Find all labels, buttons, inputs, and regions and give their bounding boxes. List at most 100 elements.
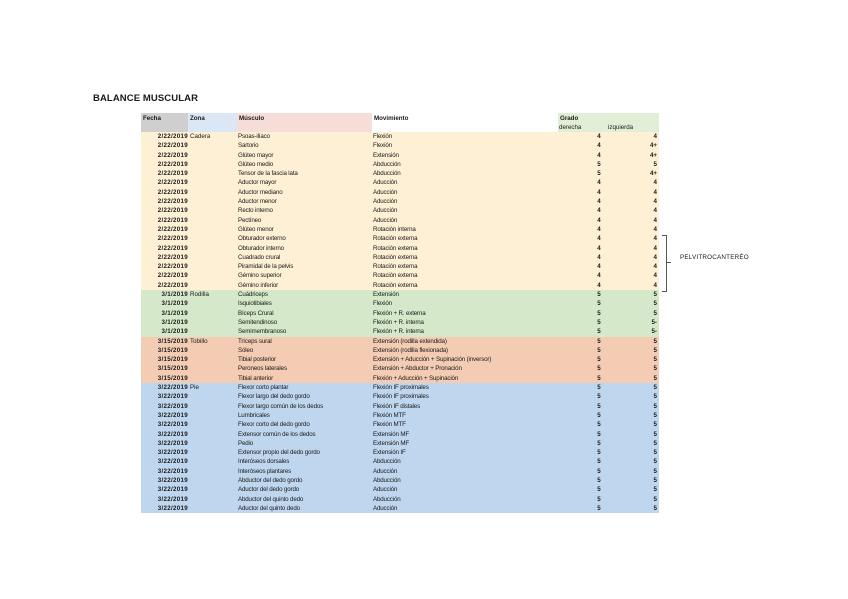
cell-fecha: 3/1/2019 <box>161 309 188 317</box>
cell-musculo: Interóseos plantares <box>238 467 292 475</box>
cell-zona: Cadera <box>190 133 211 140</box>
cell-fecha: 2/22/2019 <box>157 179 188 187</box>
cell-izquierda: 5 <box>653 346 657 354</box>
cell-izquierda: 5 <box>653 356 657 364</box>
cell-musculo: Pectíneo <box>238 216 262 224</box>
header-derecha: derecha <box>559 124 582 131</box>
cell-izquierda: 5 <box>653 384 657 392</box>
table-row: 3/15/2019 Tibial anterior Flexión + Aducci… <box>141 373 659 384</box>
table-row: 3/15/2019 Sóleo Extensión (rodilla flexion… <box>141 345 659 356</box>
cell-movimiento: Aducción <box>373 467 398 475</box>
table-row: 2/22/2019 Aductor mediano Aducción 4 4 <box>141 187 659 198</box>
table-row: 3/1/2019 Isquiotibiales Flexión 5 5 <box>141 299 659 309</box>
table-row: 2/22/2019 Glúteo menor Rotación interna 4 4 <box>141 224 659 235</box>
cell-fecha: 3/22/2019 <box>157 458 188 466</box>
table-row: 3/22/2019 Aductor del quinto dedo Aducción… <box>141 503 659 514</box>
cell-musculo: Piramidal de la pelvis <box>238 263 294 271</box>
group-bracket-tick <box>666 262 671 263</box>
cell-derecha: 4 <box>597 188 601 196</box>
cell-izquierda: 4 <box>653 207 657 215</box>
table-row: 3/22/2019 Abductor del dedo gordo Abducció… <box>141 475 659 486</box>
cell-fecha: 2/22/2019 <box>157 235 188 243</box>
cell-fecha: 2/22/2019 <box>157 272 188 280</box>
table-header: Fecha Zona Músculo Movimiento Grado dere… <box>141 113 659 132</box>
cell-musculo: Semitendinoso <box>238 318 277 326</box>
cell-zona: Tobillo <box>190 337 208 345</box>
cell-musculo: Isquiotibiales <box>238 300 272 308</box>
cell-movimiento: Rotación externa <box>373 244 418 252</box>
cell-derecha: 5 <box>597 356 601 364</box>
cell-izquierda: 5 <box>653 411 657 419</box>
cell-musculo: Sartorio <box>238 142 259 150</box>
cell-fecha: 2/22/2019 <box>157 216 188 224</box>
cell-musculo: Psoas-ilíaco <box>238 133 270 140</box>
cell-musculo: Obturador interno <box>238 244 284 252</box>
cell-izquierda: 5 <box>653 467 657 475</box>
header-grado: Grado derecha izquierda <box>558 113 659 132</box>
cell-izquierda: 4+ <box>649 142 657 150</box>
table-row: 3/22/2019 Extensor propio del dedo gordo E… <box>141 448 659 458</box>
muscle-balance-table: Fecha Zona Músculo Movimiento Grado dere… <box>141 113 659 514</box>
cell-movimiento: Flexión + R. interna <box>373 328 424 336</box>
cell-musculo: Flexor largo común de los dedos <box>238 402 324 410</box>
cell-fecha: 2/22/2019 <box>157 244 188 252</box>
cell-fecha: 3/22/2019 <box>157 430 188 438</box>
cell-musculo: Obturador externo <box>238 235 286 243</box>
cell-derecha: 5 <box>597 365 601 373</box>
table-row: 3/22/2019 Extensor común de los dedos Exte… <box>141 429 659 439</box>
cell-movimiento: Extensión (rodilla flexionada) <box>373 346 448 354</box>
cell-derecha: 4 <box>597 235 601 243</box>
cell-izquierda: 4 <box>653 198 657 206</box>
cell-fecha: 3/22/2019 <box>157 449 188 457</box>
cell-musculo: Tibial anterior <box>238 374 274 382</box>
cell-musculo: Flexor corto del dedo gordo <box>238 421 310 429</box>
table-row: 2/22/2019 Obturador interno Rotación exter… <box>141 243 659 253</box>
cell-musculo: Bíceps Crural <box>238 309 274 317</box>
cell-derecha: 5 <box>597 300 601 308</box>
cell-movimiento: Extensión + Abductor + Pronación <box>373 365 462 373</box>
cell-movimiento: Flexión IF distales <box>373 402 421 410</box>
cell-derecha: 5 <box>597 291 601 299</box>
cell-fecha: 3/1/2019 <box>161 318 188 326</box>
cell-fecha: 3/15/2019 <box>157 356 188 364</box>
cell-fecha: 3/1/2019 <box>161 328 188 336</box>
cell-fecha: 2/22/2019 <box>157 188 188 196</box>
cell-movimiento: Flexión MTF <box>373 421 406 429</box>
cell-derecha: 4 <box>597 244 601 252</box>
cell-izquierda: 5 <box>653 402 657 410</box>
cell-movimiento: Aducción <box>373 504 398 512</box>
cell-derecha: 4 <box>597 142 601 150</box>
cell-izquierda: 5 <box>653 486 657 494</box>
cell-musculo: Interóseos dorsales <box>238 458 290 466</box>
cell-movimiento: Flexión + R. interna <box>373 318 424 326</box>
cell-movimiento: Flexión IF proximales <box>373 384 429 392</box>
cell-musculo: Aductor mediano <box>238 188 283 196</box>
cell-fecha: 3/15/2019 <box>157 337 188 345</box>
cell-izquierda: 5 <box>653 476 657 484</box>
cell-movimiento: Abducción <box>373 458 401 466</box>
cell-derecha: 5 <box>597 384 601 392</box>
cell-musculo: Sóleo <box>238 346 254 354</box>
cell-derecha: 5 <box>597 476 601 484</box>
cell-musculo: Lumbricales <box>238 411 270 419</box>
cell-fecha: 2/22/2019 <box>157 133 188 140</box>
cell-fecha: 2/22/2019 <box>157 170 188 178</box>
table-row: 3/15/2019 Tibial posterior Extensión + Adu… <box>141 355 659 365</box>
cell-movimiento: Aducción <box>373 188 398 196</box>
table-row: 3/1/2019 Semimembranoso Flexión + R. inter… <box>141 327 659 337</box>
cell-musculo: Cuádriceps <box>238 291 268 299</box>
cell-movimiento: Extensión (rodilla extendida) <box>373 337 447 345</box>
table-row: 3/22/2019 Flexor largo común de los dedos… <box>141 401 659 411</box>
page-title: BALANCE MUSCULAR <box>93 93 199 104</box>
cell-derecha: 5 <box>597 439 601 447</box>
cell-fecha: 3/22/2019 <box>157 384 188 392</box>
cell-derecha: 4 <box>597 225 601 233</box>
cell-izquierda: 4 <box>653 281 657 289</box>
cell-musculo: Cuadrado crural <box>238 253 281 261</box>
cell-izquierda: 5 <box>653 495 657 503</box>
cell-fecha: 3/15/2019 <box>157 374 188 382</box>
cell-izquierda: 4 <box>653 216 657 224</box>
cell-movimiento: Extensión + Aducción + Supinación (inver… <box>373 356 492 364</box>
table-row: 3/22/2019 Aductor del dedo gordo Aducción 5… <box>141 485 659 495</box>
cell-musculo: Aductor mayor <box>238 179 277 187</box>
